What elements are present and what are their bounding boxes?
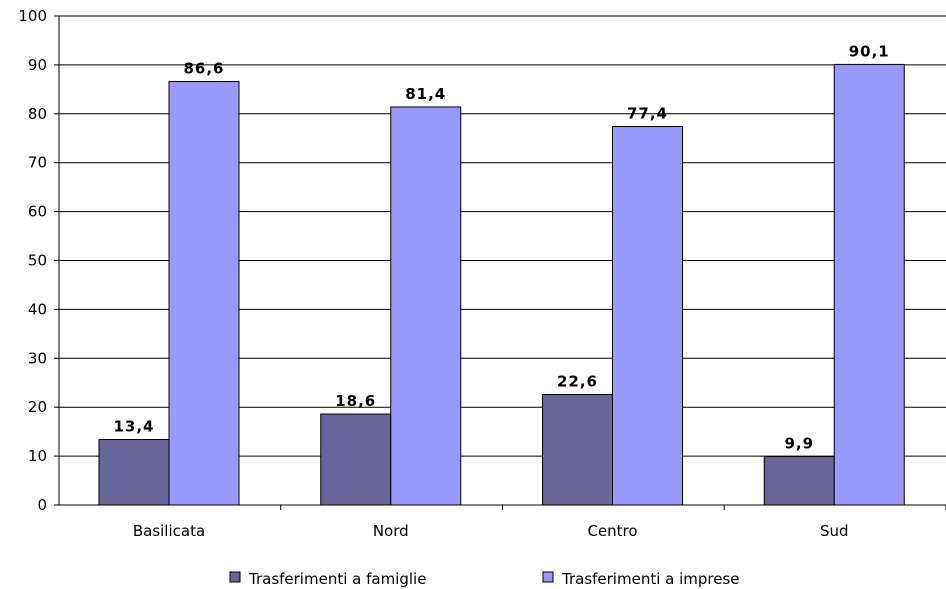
y-tick-label-90: 90 [28,56,47,74]
category-label-nord: Nord [373,522,409,540]
bar-basilicata-series-0 [98,438,170,506]
y-tick-label-70: 70 [28,154,47,172]
legend-swatch-imprese [542,571,554,583]
bar-centro-series-1 [612,126,683,506]
data-label-basilicata-series-1: 86,6 [183,60,224,78]
legend-label-imprese: Trasferimenti a imprese [561,570,740,588]
bars [98,63,905,506]
bar-nord-series-0 [320,413,392,506]
bar-centro-series-0 [542,393,613,506]
y-tick-label-40: 40 [28,300,47,318]
category-label-basilicata: Basilicata [133,522,205,540]
y-tick-label-10: 10 [28,447,47,465]
y-tick-label-50: 50 [28,252,47,270]
y-axis: 0 10 20 30 40 50 60 70 80 90 100 [18,7,60,514]
y-tick-label-30: 30 [28,349,47,367]
data-labels: 13,4 86,6 18,6 81,4 22,6 77,4 9,9 90,1 [113,42,890,453]
y-tick-label-100: 100 [18,7,47,25]
legend: Trasferimenti a famiglie Trasferimenti a… [229,570,740,588]
data-label-basilicata-series-0: 13,4 [113,417,154,435]
data-label-nord-series-0: 18,6 [335,392,376,410]
x-axis: Basilicata Nord Centro Sud [59,504,946,540]
data-label-nord-series-1: 81,4 [405,85,446,103]
y-tick-label-60: 60 [28,203,47,221]
y-tick-label-20: 20 [28,398,47,416]
category-label-centro: Centro [587,522,637,540]
bar-sud-series-1 [833,63,905,506]
bar-sud-series-0 [763,456,835,506]
category-label-sud: Sud [820,522,849,540]
y-tick-label-80: 80 [28,105,47,123]
data-label-centro-series-0: 22,6 [557,372,598,390]
bar-nord-series-1 [390,106,462,506]
data-label-centro-series-1: 77,4 [627,105,668,123]
data-label-sud-series-1: 90,1 [849,42,890,60]
bar-basilicata-series-1 [168,81,240,506]
y-tick-label-0: 0 [37,496,47,514]
legend-swatch-famiglie [229,571,241,583]
data-label-sud-series-0: 9,9 [784,435,814,453]
legend-label-famiglie: Trasferimenti a famiglie [248,570,426,588]
